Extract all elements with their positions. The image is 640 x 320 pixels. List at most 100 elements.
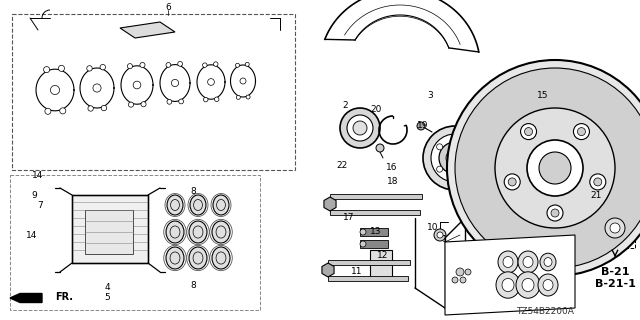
Bar bbox=[72, 195, 148, 263]
Ellipse shape bbox=[503, 257, 513, 268]
Text: 15: 15 bbox=[537, 91, 548, 100]
Circle shape bbox=[360, 229, 366, 235]
Circle shape bbox=[605, 218, 625, 238]
Ellipse shape bbox=[496, 272, 520, 298]
Circle shape bbox=[376, 144, 384, 152]
Circle shape bbox=[495, 108, 615, 228]
Circle shape bbox=[353, 121, 367, 135]
Circle shape bbox=[465, 269, 471, 275]
Text: 2: 2 bbox=[342, 100, 348, 109]
Circle shape bbox=[577, 128, 586, 136]
Circle shape bbox=[101, 105, 107, 111]
Circle shape bbox=[452, 277, 458, 283]
Ellipse shape bbox=[543, 279, 553, 291]
Circle shape bbox=[417, 122, 425, 130]
Ellipse shape bbox=[498, 251, 518, 273]
Ellipse shape bbox=[189, 247, 207, 269]
Circle shape bbox=[437, 232, 443, 238]
Polygon shape bbox=[120, 22, 175, 38]
Text: 1: 1 bbox=[442, 236, 448, 244]
Text: 14: 14 bbox=[26, 231, 38, 241]
Text: 11: 11 bbox=[351, 268, 363, 276]
Circle shape bbox=[460, 277, 466, 283]
Bar bbox=[12, 14, 295, 170]
Ellipse shape bbox=[189, 221, 207, 243]
Text: 10: 10 bbox=[428, 223, 439, 233]
Polygon shape bbox=[328, 260, 410, 265]
Circle shape bbox=[573, 124, 589, 140]
Circle shape bbox=[58, 65, 65, 71]
Circle shape bbox=[451, 154, 459, 162]
Circle shape bbox=[347, 115, 373, 141]
Circle shape bbox=[551, 209, 559, 217]
Bar bbox=[459, 259, 471, 269]
Circle shape bbox=[539, 152, 571, 184]
Circle shape bbox=[60, 108, 66, 114]
Text: 18: 18 bbox=[387, 178, 399, 187]
Polygon shape bbox=[330, 194, 422, 198]
Text: 19: 19 bbox=[417, 121, 429, 130]
Circle shape bbox=[520, 124, 536, 140]
Circle shape bbox=[446, 149, 464, 167]
Circle shape bbox=[431, 134, 479, 182]
Text: 7: 7 bbox=[37, 202, 43, 211]
Circle shape bbox=[166, 62, 171, 67]
Circle shape bbox=[236, 95, 240, 100]
Polygon shape bbox=[322, 263, 334, 277]
Circle shape bbox=[458, 137, 464, 143]
Text: 3: 3 bbox=[427, 91, 433, 100]
Text: B-21: B-21 bbox=[601, 267, 629, 277]
Text: 6: 6 bbox=[165, 4, 171, 12]
Circle shape bbox=[214, 62, 218, 66]
Circle shape bbox=[360, 241, 366, 247]
Ellipse shape bbox=[538, 274, 558, 296]
Text: 17: 17 bbox=[343, 213, 355, 222]
Polygon shape bbox=[328, 276, 408, 281]
Circle shape bbox=[88, 106, 93, 111]
Circle shape bbox=[590, 174, 606, 190]
Ellipse shape bbox=[213, 195, 229, 215]
Circle shape bbox=[504, 174, 520, 190]
Text: TZ54B2200A: TZ54B2200A bbox=[516, 308, 574, 316]
Ellipse shape bbox=[540, 253, 556, 271]
Bar bbox=[464, 260, 476, 270]
Circle shape bbox=[434, 229, 446, 241]
Circle shape bbox=[44, 67, 50, 73]
Ellipse shape bbox=[518, 251, 538, 273]
Circle shape bbox=[203, 63, 207, 68]
Circle shape bbox=[456, 268, 464, 276]
Text: B-21-1: B-21-1 bbox=[595, 279, 636, 289]
Bar bbox=[455, 255, 490, 277]
Ellipse shape bbox=[502, 278, 514, 292]
Polygon shape bbox=[445, 235, 575, 315]
Bar bbox=[10, 175, 260, 310]
Circle shape bbox=[141, 102, 146, 107]
Text: 16: 16 bbox=[387, 164, 397, 172]
Ellipse shape bbox=[544, 258, 552, 266]
Circle shape bbox=[436, 166, 443, 172]
Ellipse shape bbox=[212, 247, 230, 269]
Circle shape bbox=[594, 178, 602, 186]
Polygon shape bbox=[324, 197, 336, 211]
Text: 8: 8 bbox=[190, 188, 196, 196]
Circle shape bbox=[140, 62, 145, 68]
Text: 4: 4 bbox=[104, 284, 110, 292]
Ellipse shape bbox=[166, 221, 184, 243]
Circle shape bbox=[436, 144, 443, 150]
Circle shape bbox=[179, 99, 184, 104]
Ellipse shape bbox=[190, 195, 206, 215]
Circle shape bbox=[236, 63, 239, 67]
Circle shape bbox=[45, 108, 51, 114]
Circle shape bbox=[458, 173, 464, 179]
Ellipse shape bbox=[522, 278, 534, 292]
Circle shape bbox=[439, 142, 471, 174]
Bar bbox=[360, 228, 388, 236]
Text: 22: 22 bbox=[337, 161, 348, 170]
Text: 21: 21 bbox=[590, 190, 602, 199]
Circle shape bbox=[245, 62, 249, 66]
Bar bbox=[370, 250, 392, 280]
FancyArrow shape bbox=[10, 293, 42, 302]
Text: 5: 5 bbox=[104, 293, 110, 302]
Circle shape bbox=[129, 102, 134, 107]
Circle shape bbox=[167, 100, 172, 104]
